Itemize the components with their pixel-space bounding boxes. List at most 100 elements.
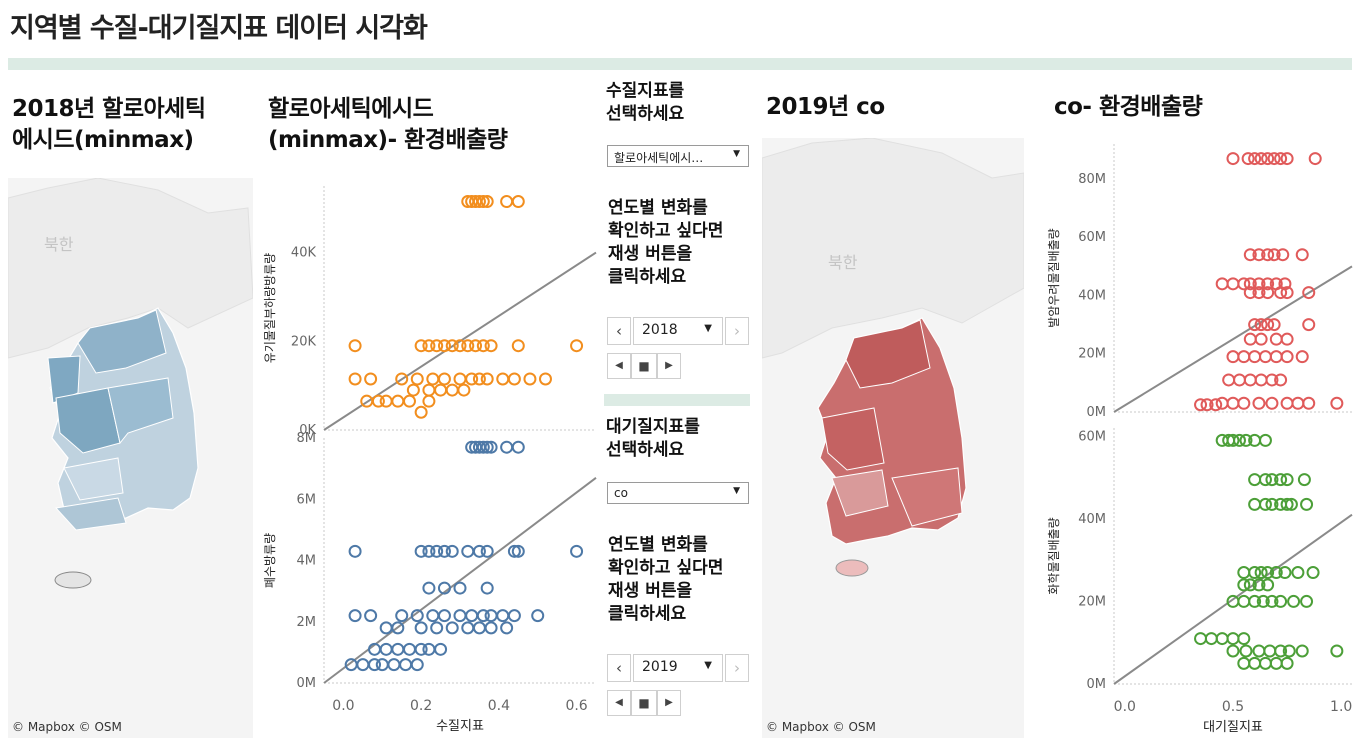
data-point	[1330, 644, 1344, 658]
water-indicator-dropdown[interactable]: 할로아세틱에시… ▼	[607, 145, 749, 167]
data-point	[1248, 497, 1262, 511]
water-step-back-button[interactable]: ◀	[607, 353, 631, 379]
scatter-water-title: 할로아세틱에시드 (minmax)- 환경배출량	[268, 94, 588, 156]
air-indicator-dropdown[interactable]: co ▼	[607, 482, 749, 504]
credit-osm[interactable]: © OSM	[78, 720, 122, 734]
data-point	[430, 544, 444, 558]
data-point	[430, 339, 444, 353]
air-step-back-button[interactable]: ◀	[607, 690, 631, 716]
data-point	[1267, 318, 1281, 332]
credit-mapbox[interactable]: © Mapbox	[12, 720, 75, 734]
water-year-next-button[interactable]: ›	[725, 317, 749, 345]
data-point	[1215, 632, 1229, 646]
region-gyeongnam[interactable]	[891, 467, 963, 527]
scatter-air-quality[interactable]: 0M 20M 40M 60M 80M 발암우려물질배출량 0M 20M 40M 60M 화학물질배출…	[1040, 136, 1356, 740]
data-point	[469, 339, 483, 353]
data-point	[1261, 277, 1275, 291]
data-point	[399, 658, 413, 672]
region-jeonnam[interactable]	[55, 497, 127, 531]
korea-map-2019[interactable]: 북한	[762, 138, 1024, 738]
region-chungnam[interactable]	[821, 407, 885, 471]
data-point	[1254, 332, 1268, 346]
data-point	[402, 642, 416, 656]
region-gyeonggi[interactable]	[77, 309, 167, 374]
data-point	[445, 383, 459, 397]
credit-mapbox[interactable]: © Mapbox	[766, 720, 829, 734]
data-point	[500, 440, 514, 454]
data-point	[570, 339, 584, 353]
data-point	[1265, 396, 1279, 410]
data-point	[387, 658, 401, 672]
map-2018[interactable]: 북한 © Mapbox © OSM	[8, 178, 253, 738]
scatter-water-quality[interactable]: 0K 20K 40K 유기물질부하량방류량 0M 2M 4M 6M 8M 폐수방류량 0.0 0.2 0…	[258, 178, 598, 740]
water-year-prev-button[interactable]: ‹	[607, 317, 631, 345]
map-credit-2019[interactable]: © Mapbox © OSM	[766, 720, 876, 734]
region-jeonbuk[interactable]	[63, 457, 124, 501]
air-play-button[interactable]: ▶	[657, 690, 681, 716]
data-point	[1274, 594, 1288, 608]
map-2019[interactable]: 북한 © Mapbox © OSM	[762, 138, 1024, 738]
data-point	[507, 609, 521, 623]
jeju-island[interactable]	[835, 559, 869, 577]
data-point	[461, 621, 475, 635]
region-chungnam[interactable]	[55, 387, 121, 454]
stop-icon: ■	[638, 359, 650, 373]
data-point	[422, 394, 436, 408]
data-point	[410, 658, 424, 672]
y-tick-label: 60M	[1078, 429, 1106, 444]
data-point	[1280, 350, 1294, 364]
data-point	[453, 609, 467, 623]
jeju-island[interactable]	[54, 571, 92, 589]
data-point	[1243, 332, 1257, 346]
data-point	[1287, 594, 1301, 608]
data-point	[1330, 396, 1344, 410]
credit-osm[interactable]: © OSM	[832, 720, 876, 734]
data-point	[1302, 318, 1316, 332]
air-year-next-button[interactable]: ›	[725, 654, 749, 682]
region-chungbuk[interactable]	[107, 377, 174, 445]
water-hint-line-2: 확인하고 싶다면	[608, 221, 724, 241]
data-point	[1267, 248, 1281, 262]
data-point	[1241, 152, 1255, 166]
data-point	[1300, 594, 1314, 608]
data-point	[1226, 277, 1240, 291]
step-back-icon: ◀	[615, 697, 623, 708]
data-point	[1284, 497, 1298, 511]
data-point	[348, 544, 362, 558]
title-divider	[8, 58, 1352, 70]
data-point	[1248, 350, 1262, 364]
data-point	[1261, 318, 1275, 332]
water-stop-button[interactable]: ■	[631, 353, 657, 379]
data-point	[1258, 350, 1272, 364]
data-point	[1237, 396, 1251, 410]
data-point	[511, 195, 525, 209]
data-point	[437, 581, 451, 595]
data-point	[445, 339, 459, 353]
data-point	[1269, 656, 1283, 670]
water-year-select[interactable]: 2018 ▼	[633, 317, 723, 345]
data-point	[480, 581, 494, 595]
data-point	[1243, 373, 1257, 387]
data-point	[1308, 152, 1322, 166]
data-point	[402, 394, 416, 408]
air-filter-title: 대기질지표를 선택하세요	[606, 416, 700, 462]
x-tick-label: 1.0	[1330, 699, 1352, 715]
water-play-button[interactable]: ▶	[657, 353, 681, 379]
map-credit-2018[interactable]: © Mapbox © OSM	[12, 720, 122, 734]
korea-map-2018[interactable]: 북한	[8, 178, 253, 738]
trend-line	[1113, 513, 1353, 685]
air-stop-button[interactable]: ■	[631, 690, 657, 716]
data-point	[1254, 566, 1268, 580]
water-filter-title-line-1: 수질지표를	[606, 81, 685, 101]
region-gyeonggi[interactable]	[845, 319, 931, 389]
region-jeonbuk[interactable]	[831, 469, 889, 517]
data-point	[1252, 248, 1266, 262]
data-point	[379, 642, 393, 656]
air-year-select[interactable]: 2019 ▼	[633, 654, 723, 682]
air-year-prev-button[interactable]: ‹	[607, 654, 631, 682]
region-incheon[interactable]	[47, 355, 81, 404]
y-tick-label: 0M	[1087, 677, 1107, 692]
data-point	[1254, 318, 1268, 332]
chevron-left-icon: ‹	[616, 659, 622, 677]
data-point	[1280, 332, 1294, 346]
